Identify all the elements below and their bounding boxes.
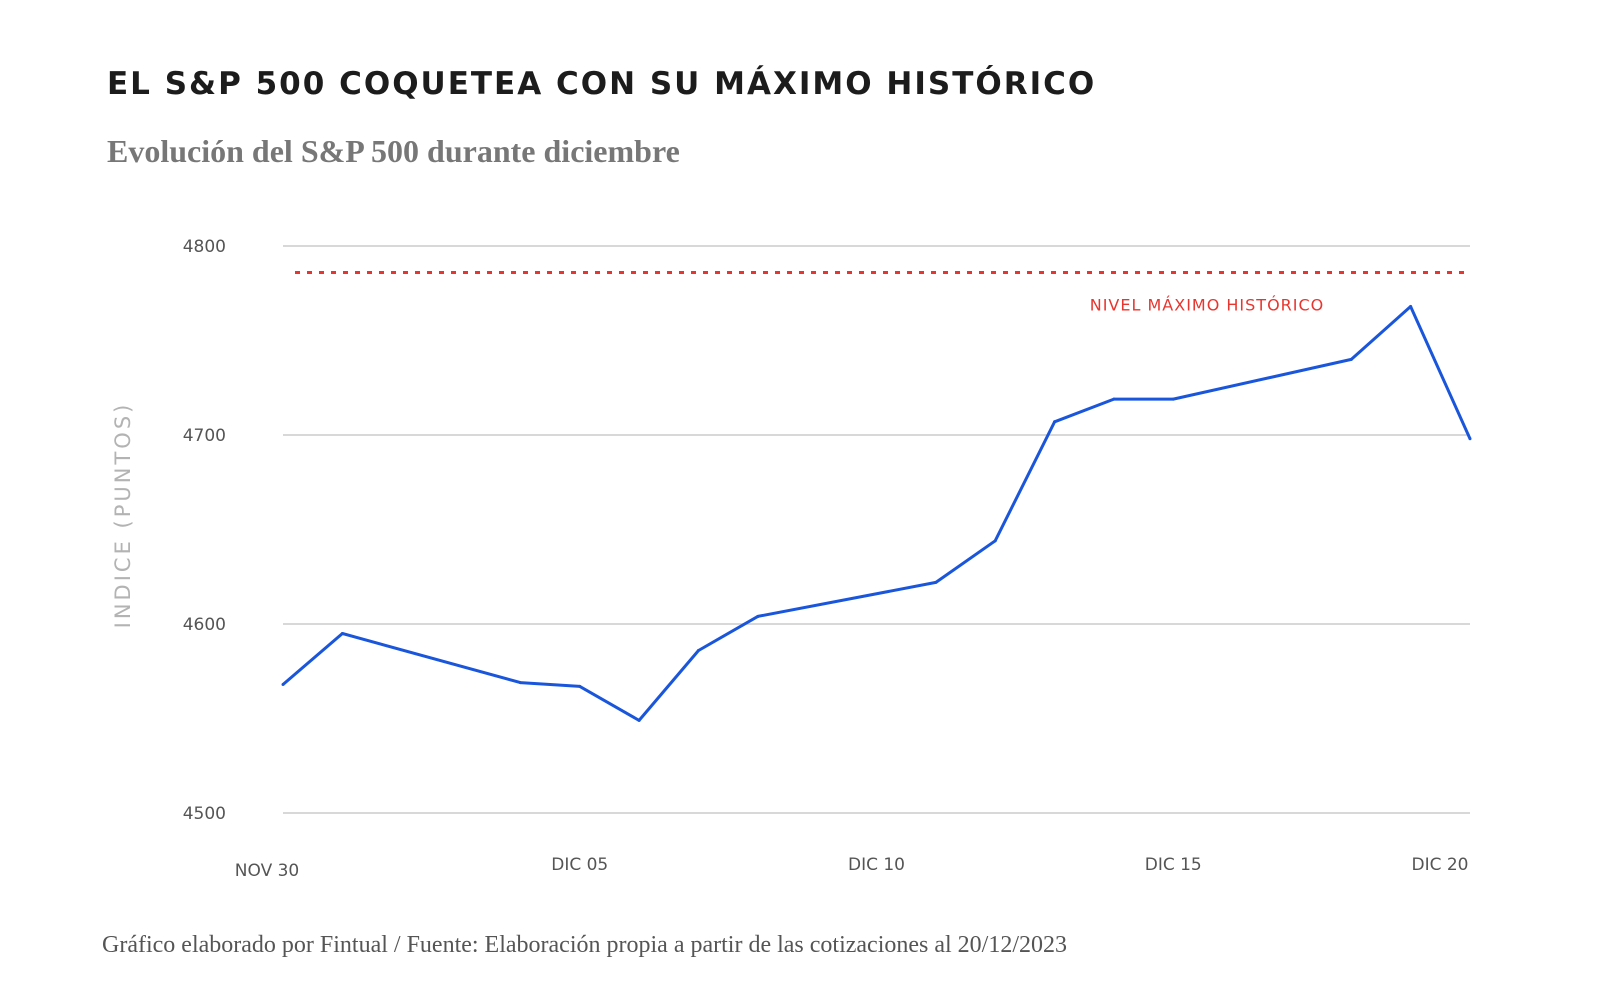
data-point bbox=[696, 648, 700, 652]
record-high-label: NIVEL MÁXIMO HISTÓRICO bbox=[1090, 295, 1325, 314]
y-tick-label: 4700 bbox=[183, 426, 226, 446]
data-point bbox=[1468, 437, 1472, 441]
data-point bbox=[756, 614, 760, 618]
data-point bbox=[993, 539, 997, 543]
y-tick-label: 4600 bbox=[183, 615, 226, 635]
y-tick-label: 4500 bbox=[183, 804, 226, 824]
grid-lines bbox=[283, 245, 1470, 814]
data-point bbox=[1409, 304, 1413, 308]
data-point bbox=[340, 631, 344, 635]
source-footnote: Gráfico elaborado por Fintual / Fuente: … bbox=[102, 932, 1068, 958]
data-point bbox=[1349, 357, 1353, 361]
x-axis-ticks: NOV 30 DIC 05 DIC 10 DIC 15 DIC 20 bbox=[235, 855, 1469, 881]
data-points bbox=[281, 304, 1472, 722]
data-point bbox=[1171, 397, 1175, 401]
data-point bbox=[518, 681, 522, 685]
data-point bbox=[578, 684, 582, 688]
x-tick-label: NOV 30 bbox=[235, 861, 299, 881]
y-tick-label: 4800 bbox=[183, 237, 226, 257]
sp500-series-line bbox=[282, 305, 1472, 722]
data-point bbox=[1112, 397, 1116, 401]
x-tick-label: DIC 20 bbox=[1411, 855, 1468, 875]
data-point bbox=[1053, 420, 1057, 424]
chart-title: EL S&P 500 COQUETEA CON SU MÁXIMO HISTÓR… bbox=[107, 66, 1097, 102]
data-point bbox=[934, 580, 938, 584]
data-point bbox=[281, 682, 285, 686]
x-tick-label: DIC 05 bbox=[551, 855, 608, 875]
y-axis-label: INDICE (PUNTOS) bbox=[111, 402, 135, 629]
x-tick-label: DIC 15 bbox=[1145, 855, 1202, 875]
data-point bbox=[637, 718, 641, 722]
chart-subtitle: Evolución del S&P 500 durante diciembre bbox=[107, 133, 680, 169]
x-tick-label: DIC 10 bbox=[848, 855, 905, 875]
y-axis-ticks: 4500 4600 4700 4800 bbox=[183, 237, 226, 824]
